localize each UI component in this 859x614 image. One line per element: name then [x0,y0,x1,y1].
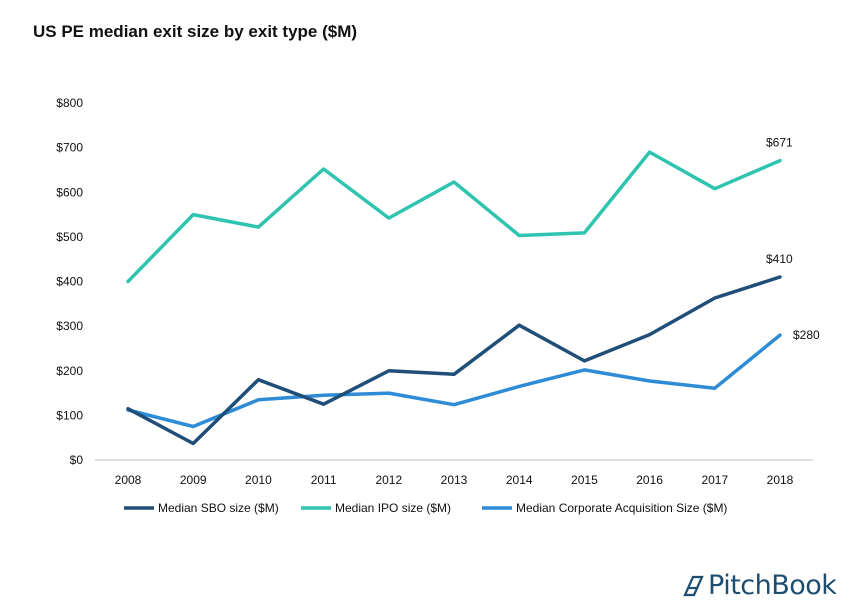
series-layer [126,150,782,446]
chart-title: US PE median exit size by exit type ($M) [33,22,358,41]
data-label: $410 [766,252,793,266]
data-label-layer: $410 $671 $280 [766,136,820,342]
x-tick-label: 2018 [767,473,794,487]
x-tick-label: 2014 [506,473,533,487]
y-tick-label: $600 [56,185,83,199]
x-tick-label: 2015 [571,473,598,487]
x-tick-label: 2017 [701,473,728,487]
x-tick-label: 2013 [441,473,468,487]
x-tick-label: 2012 [375,473,402,487]
x-tick-label: 2008 [115,473,142,487]
y-tick-label: $400 [56,275,83,289]
legend-label: Median Corporate Acquisition Size ($M) [516,501,727,515]
x-tick-label: 2011 [311,473,337,487]
legend-label: Median SBO size ($M) [158,501,279,515]
series-line [126,333,782,429]
y-tick-label: $700 [56,141,83,155]
y-tick-label: $800 [56,96,83,110]
y-tick-label: $300 [56,319,83,333]
y-tick-label: $500 [56,230,83,244]
legend-label: Median IPO size ($M) [335,501,451,515]
x-tick-label: 2016 [636,473,663,487]
logo-text: PitchBook [708,570,837,601]
axis-layer: $0 $100 $200 $300 $400 $500 $600 $700 $800 2008 20… [56,96,813,487]
y-tick-label: $100 [56,408,83,422]
x-tick-label: 2009 [180,473,207,487]
y-tick-label: $200 [56,364,83,378]
pitchbook-logo: PitchBook [682,570,837,601]
legend: Median SBO size ($M) Median IPO size ($M)… [124,501,727,515]
x-tick-label: 2010 [245,473,272,487]
series-line [126,150,782,284]
pitchbook-logo-icon [683,575,704,596]
data-label: $671 [766,136,793,150]
y-tick-label: $0 [70,453,84,467]
series-line [126,275,782,446]
data-label: $280 [793,328,820,342]
